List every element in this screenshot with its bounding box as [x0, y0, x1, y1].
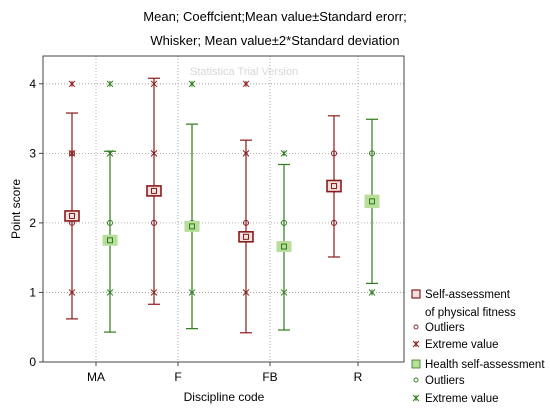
mean-marker	[331, 183, 337, 190]
outlier-marker	[151, 219, 157, 226]
outlier-marker	[107, 219, 113, 226]
extreme-marker	[68, 289, 76, 296]
outlier-marker	[69, 150, 75, 157]
extreme-marker	[280, 289, 288, 296]
outlier-marker	[331, 219, 337, 226]
x-tick-label: MA	[87, 370, 105, 384]
x-axis-label: Discipline code	[184, 390, 265, 404]
outlier-marker	[369, 150, 375, 157]
outlier-marker	[243, 219, 249, 226]
outlier-marker	[331, 150, 337, 157]
x-tick-label: R	[354, 370, 363, 384]
legend-star-symbol	[412, 394, 420, 402]
extreme-marker	[242, 80, 250, 88]
mean-marker	[69, 212, 75, 219]
legend-box-symbol	[411, 359, 421, 369]
box-group-F-health	[184, 80, 200, 330]
se-box	[184, 220, 200, 232]
legend-label: Outliers	[425, 375, 465, 387]
extreme-marker	[106, 289, 114, 296]
mean-marker	[189, 223, 195, 230]
box-group-FB-physical-fitness	[238, 80, 254, 334]
plot-frame	[42, 55, 405, 363]
legend-circle-symbol	[413, 324, 419, 330]
legend-label: of physical fitness	[425, 307, 516, 319]
se-box	[364, 194, 380, 209]
y-axis-ticks: 0 1 2 3 4	[29, 77, 43, 369]
extreme-marker	[150, 80, 158, 88]
extreme-marker	[368, 289, 376, 296]
extreme-marker	[150, 289, 158, 296]
extreme-marker	[188, 289, 196, 296]
box-plot-marks	[64, 77, 380, 334]
chart-title-line-1: Mean; Coeffcient;Mean value±Standard ero…	[143, 9, 407, 24]
y-tick-label: 3	[29, 146, 36, 160]
legend-label: Extreme value	[425, 339, 499, 351]
extreme-marker	[188, 80, 196, 88]
box-group-R-physical-fitness	[326, 115, 342, 258]
se-box	[326, 179, 342, 193]
extreme-marker	[242, 150, 250, 157]
outlier-marker	[281, 219, 287, 226]
legend-label: Extreme value	[425, 393, 499, 405]
extreme-marker	[150, 150, 158, 157]
legend-box-symbol	[411, 289, 421, 299]
x-tick-label: F	[174, 370, 181, 384]
mean-marker	[107, 237, 113, 244]
mean-marker	[369, 198, 375, 205]
legend-star-symbol	[412, 340, 420, 348]
grid-lines	[43, 56, 404, 362]
chart-title-line-2: Whisker; Mean value±2*Standard deviation	[150, 33, 400, 48]
legend: Self-assessment of physical fitness Outlie…	[411, 289, 545, 405]
mean-marker	[151, 187, 157, 194]
mean-marker	[243, 233, 249, 240]
y-tick-label: 1	[29, 285, 36, 299]
se-box	[146, 185, 162, 197]
extreme-marker	[242, 289, 250, 296]
x-tick-label: FB	[262, 370, 277, 384]
box-group-MA-physical-fitness	[64, 80, 80, 320]
extreme-marker	[68, 80, 76, 88]
y-axis-label: Point score	[9, 179, 23, 239]
box-group-R-health	[364, 118, 380, 296]
extreme-marker	[106, 150, 114, 157]
legend-label: Outliers	[425, 322, 465, 334]
y-tick-label: 4	[29, 77, 36, 91]
y-tick-label: 2	[29, 216, 36, 230]
se-box	[102, 234, 118, 246]
watermark: Statistica Trial Version	[190, 66, 298, 78]
extreme-marker	[106, 80, 114, 88]
box-group-MA-health	[102, 80, 118, 333]
mean-marker	[281, 243, 287, 250]
box-group-FB-health	[276, 150, 292, 331]
legend-label: Health self-assessment	[425, 359, 545, 371]
y-tick-label: 0	[29, 355, 36, 369]
x-axis-ticks: MA F FB R	[87, 362, 363, 384]
se-box	[238, 231, 254, 243]
se-box	[276, 241, 292, 253]
legend-label: Self-assessment	[425, 289, 511, 301]
box-group-F-physical-fitness	[146, 77, 162, 305]
extreme-marker	[280, 150, 288, 157]
se-box	[64, 210, 80, 222]
legend-circle-symbol	[413, 377, 419, 383]
